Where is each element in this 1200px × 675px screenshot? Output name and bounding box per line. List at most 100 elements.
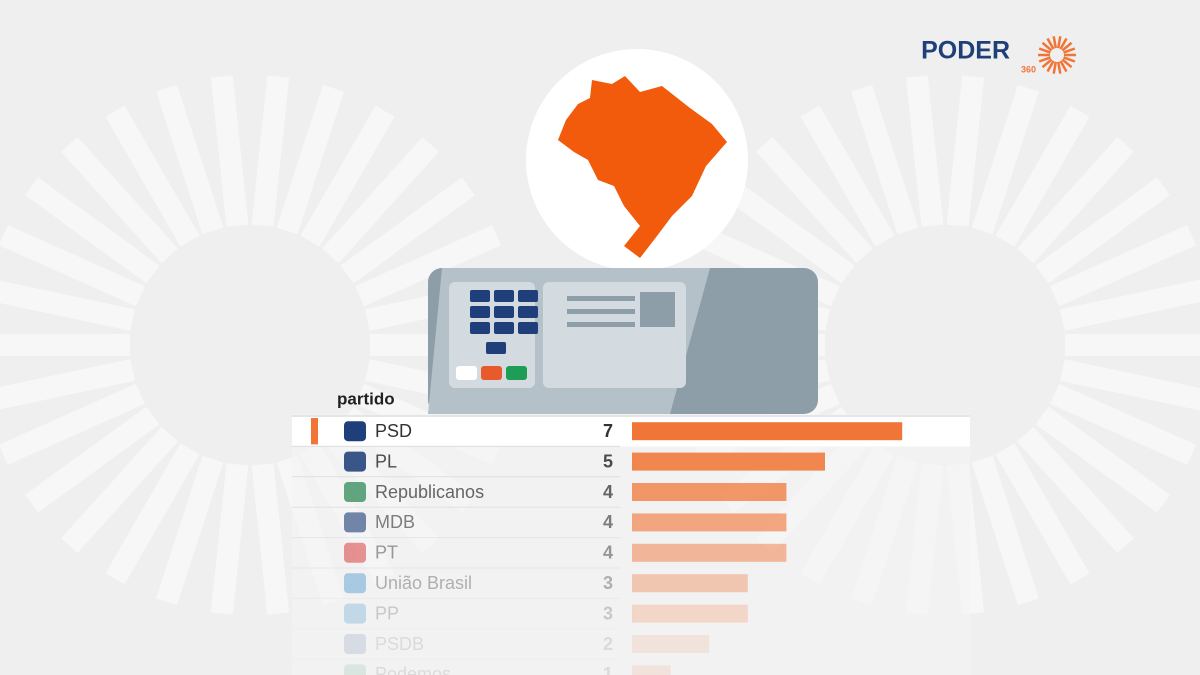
bar bbox=[632, 513, 787, 532]
key bbox=[494, 290, 514, 302]
logo-ray bbox=[1052, 36, 1058, 49]
key-red bbox=[481, 366, 502, 380]
keys bbox=[470, 290, 538, 354]
bar bbox=[632, 422, 903, 441]
decor-ray bbox=[105, 443, 200, 585]
brand-sub: 360 bbox=[1021, 64, 1036, 74]
decor-ray bbox=[1017, 136, 1134, 264]
screen-line bbox=[567, 322, 635, 327]
row: PP 3 bbox=[292, 603, 748, 630]
logo-ray bbox=[1056, 61, 1062, 74]
decor-ray bbox=[905, 75, 944, 227]
logo-ray bbox=[1063, 47, 1076, 54]
key bbox=[518, 306, 538, 318]
party-icon bbox=[344, 664, 366, 675]
key-white bbox=[456, 366, 477, 380]
party-name: PSD bbox=[375, 421, 412, 441]
row: PL 5 bbox=[292, 451, 825, 478]
decor-ray bbox=[946, 75, 985, 227]
decor-ray bbox=[756, 136, 873, 264]
row: Republicanos 4 bbox=[292, 482, 787, 508]
bar bbox=[632, 635, 710, 653]
decor-ray bbox=[210, 463, 249, 615]
key bbox=[470, 322, 490, 334]
screen-line bbox=[567, 296, 635, 301]
party-name: PT bbox=[375, 543, 398, 563]
decor-ray bbox=[0, 280, 135, 331]
decor-ray bbox=[800, 105, 895, 247]
decor-ray bbox=[971, 84, 1039, 235]
logo-ray bbox=[1063, 56, 1076, 63]
key bbox=[494, 306, 514, 318]
party-icon bbox=[344, 482, 366, 502]
decor-ray bbox=[0, 359, 135, 410]
decor-ray bbox=[851, 84, 919, 235]
value-label: 7 bbox=[603, 421, 613, 441]
bar bbox=[632, 543, 787, 562]
row: Podemos 1 bbox=[344, 664, 671, 675]
key bbox=[486, 342, 506, 354]
bar bbox=[632, 604, 748, 623]
decor-ray bbox=[156, 455, 224, 606]
party-icon bbox=[344, 634, 366, 654]
table-bg bbox=[292, 414, 970, 675]
logo-ray bbox=[1046, 60, 1055, 73]
key bbox=[470, 290, 490, 302]
logo-ray bbox=[1059, 37, 1068, 50]
decor-ray bbox=[995, 443, 1090, 585]
brand-name: PODER bbox=[921, 37, 1010, 65]
screen-photo bbox=[640, 292, 675, 327]
voting-machine bbox=[428, 268, 818, 414]
party-icon bbox=[344, 451, 366, 472]
decor-ray bbox=[1035, 177, 1170, 284]
value-label: 3 bbox=[603, 573, 613, 593]
decor-ray bbox=[0, 383, 145, 465]
row-accent bbox=[311, 418, 318, 445]
bar bbox=[632, 574, 748, 593]
logo-ray bbox=[1041, 58, 1053, 69]
decor-ray bbox=[1050, 383, 1197, 465]
decor-ray bbox=[971, 455, 1039, 606]
party-name: PL bbox=[375, 451, 397, 471]
decor-ray bbox=[1050, 225, 1197, 307]
decor-ray bbox=[25, 177, 160, 284]
logo-ray bbox=[1061, 58, 1073, 69]
party-name: PSDB bbox=[375, 634, 424, 654]
decor-ray bbox=[1060, 279, 1200, 331]
value-label: 1 bbox=[603, 664, 613, 675]
logo-ray bbox=[1038, 56, 1051, 63]
decor-ray bbox=[210, 75, 249, 227]
decor-ray bbox=[251, 75, 290, 227]
logo-ray bbox=[1038, 47, 1051, 54]
party-name: Republicanos bbox=[375, 482, 484, 502]
brazil-map bbox=[558, 76, 727, 258]
decor-ray bbox=[1060, 359, 1200, 411]
value-label: 4 bbox=[603, 543, 613, 563]
party-icon bbox=[344, 542, 366, 563]
brand-logo bbox=[1038, 36, 1076, 74]
decor-ray bbox=[0, 225, 145, 307]
key bbox=[518, 322, 538, 334]
screen-line bbox=[567, 309, 635, 314]
party-name: União Brasil bbox=[375, 573, 472, 593]
decor-ray bbox=[1035, 406, 1170, 513]
key-green bbox=[506, 366, 527, 380]
row: PSDB 2 bbox=[292, 634, 710, 660]
value-label: 4 bbox=[603, 512, 613, 532]
party-icon bbox=[344, 603, 366, 624]
party-icon bbox=[344, 512, 366, 533]
key bbox=[494, 322, 514, 334]
key bbox=[518, 290, 538, 302]
column-header: partido bbox=[337, 389, 395, 408]
decor-ray bbox=[251, 463, 290, 615]
key bbox=[470, 306, 490, 318]
logo-ray bbox=[1056, 36, 1062, 49]
party-name: MDB bbox=[375, 512, 415, 532]
logo-ray bbox=[1041, 41, 1053, 52]
value-label: 5 bbox=[603, 451, 613, 471]
decor-ray bbox=[995, 105, 1090, 247]
decor-ray bbox=[355, 225, 502, 307]
logo-ray bbox=[1059, 60, 1068, 73]
row: PSD 7 bbox=[292, 417, 970, 447]
